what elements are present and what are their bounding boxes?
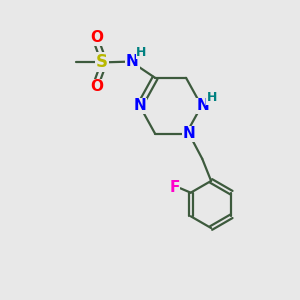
Text: F: F (169, 180, 180, 195)
Text: H: H (207, 91, 217, 104)
Text: S: S (96, 53, 108, 71)
Text: H: H (136, 46, 146, 59)
Text: O: O (90, 80, 104, 94)
Text: N: N (126, 54, 139, 69)
Text: O: O (90, 30, 104, 45)
Text: N: N (133, 98, 146, 113)
Text: N: N (196, 98, 209, 113)
Text: N: N (183, 126, 195, 141)
